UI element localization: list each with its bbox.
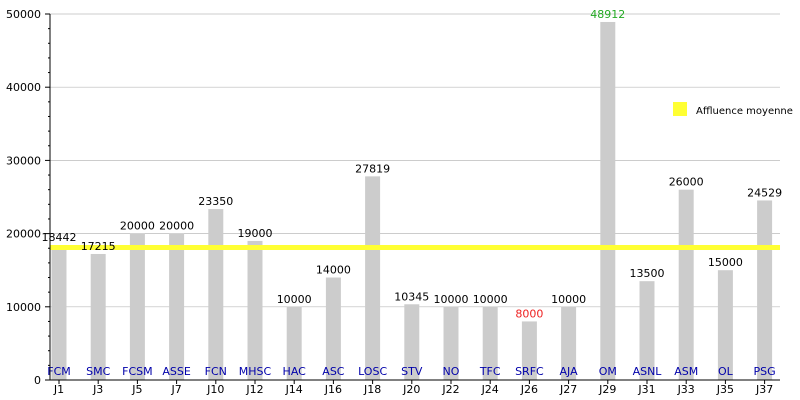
x-tick-label: J7 (170, 383, 181, 396)
opponent-label: FCSM (122, 365, 152, 378)
opponent-label: ASC (322, 365, 345, 378)
y-tick-label: 40000 (6, 81, 41, 94)
bar (717, 270, 733, 380)
bar (169, 233, 185, 380)
y-tick-label: 10000 (6, 301, 41, 314)
x-tick-label: J1 (53, 383, 64, 396)
value-label: 13500 (630, 267, 665, 280)
x-tick-label: J22 (441, 383, 459, 396)
value-label: 27819 (355, 162, 390, 175)
bar (286, 306, 302, 380)
value-label: 10000 (473, 293, 508, 306)
opponent-label: SRFC (515, 365, 544, 378)
x-tick-label: J37 (755, 383, 773, 396)
bar (639, 281, 655, 380)
x-tick-label: J12 (245, 383, 263, 396)
opponent-label: FCM (47, 365, 71, 378)
bar (404, 304, 420, 380)
x-axis-ticks: J1 J3 J5 J7 J10 J12 J14 J16 J18 J20 J22 J24 J26 J27 J2… (53, 380, 773, 396)
value-label: 20000 (159, 220, 194, 233)
value-label: 23350 (198, 195, 233, 208)
opponent-labels: FCM SMC FCSM ASSE FCN MHSC HAC ASC LOSC STV NO TFC S… (47, 365, 775, 378)
bar (129, 233, 145, 380)
value-label: 48912 (590, 8, 625, 21)
x-tick-label: J27 (559, 383, 577, 396)
opponent-label: NO (443, 365, 460, 378)
x-tick-label: J16 (324, 383, 342, 396)
legend-label: Affluence moyenne (696, 106, 793, 117)
x-tick-label: J14 (285, 383, 303, 396)
opponent-label: OL (718, 365, 734, 378)
bar (365, 176, 381, 380)
value-labels: 18442 17215 20000 20000 23350 19000 10000 14000… (42, 8, 783, 320)
opponent-label: MHSC (239, 365, 272, 378)
opponent-label: ASSE (162, 365, 190, 378)
x-tick-label: J31 (637, 383, 655, 396)
bar (600, 21, 616, 380)
y-axis-ticks: 0 10000 20000 30000 40000 50000 (6, 8, 50, 387)
bar (561, 306, 577, 380)
x-tick-label: J3 (92, 383, 103, 396)
y-tick-label: 50000 (6, 8, 41, 21)
value-label: 10000 (434, 293, 469, 306)
bar (247, 240, 263, 380)
y-tick-label: 0 (34, 374, 41, 387)
value-label: 26000 (669, 176, 704, 189)
bar (325, 277, 341, 380)
x-tick-label: J10 (206, 383, 224, 396)
opponent-label: HAC (283, 365, 307, 378)
bar (678, 189, 694, 380)
value-label: 8000 (515, 307, 543, 320)
legend-swatch (673, 102, 687, 116)
value-label: 20000 (120, 220, 155, 233)
x-tick-label: J35 (716, 383, 734, 396)
opponent-label: PSG (754, 365, 776, 378)
opponent-label: FCN (205, 365, 227, 378)
value-label: 19000 (238, 227, 273, 240)
value-label: 24529 (747, 186, 782, 199)
bar (521, 321, 537, 380)
opponent-label: TFC (479, 365, 501, 378)
bar (208, 209, 224, 380)
x-tick-label: J5 (131, 383, 142, 396)
x-tick-label: J24 (481, 383, 499, 396)
bar (51, 245, 67, 380)
x-tick-label: J20 (402, 383, 420, 396)
x-tick-label: J26 (520, 383, 538, 396)
bar (482, 306, 498, 380)
value-label: 10345 (394, 290, 429, 303)
bar (443, 306, 459, 380)
y-tick-label: 20000 (6, 228, 41, 241)
value-label: 10000 (277, 293, 312, 306)
bar (757, 200, 773, 380)
value-label: 15000 (708, 256, 743, 269)
value-label: 10000 (551, 293, 586, 306)
opponent-label: SMC (86, 365, 110, 378)
opponent-label: LOSC (358, 365, 387, 378)
x-tick-label: J33 (677, 383, 695, 396)
opponent-label: STV (401, 365, 423, 378)
bar (90, 253, 106, 380)
y-tick-label: 30000 (6, 154, 41, 167)
opponent-label: ASNL (633, 365, 663, 378)
x-tick-label: J29 (598, 383, 616, 396)
legend: Affluence moyenne (673, 102, 793, 117)
x-tick-label: J18 (363, 383, 381, 396)
opponent-label: OM (599, 365, 617, 378)
opponent-label: ASM (674, 365, 698, 378)
grid-lines (50, 13, 780, 308)
bars (51, 21, 773, 380)
opponent-label: AJA (560, 365, 579, 378)
value-label: 14000 (316, 264, 351, 277)
value-label: 18442 (42, 231, 77, 244)
value-label: 17215 (81, 240, 116, 253)
